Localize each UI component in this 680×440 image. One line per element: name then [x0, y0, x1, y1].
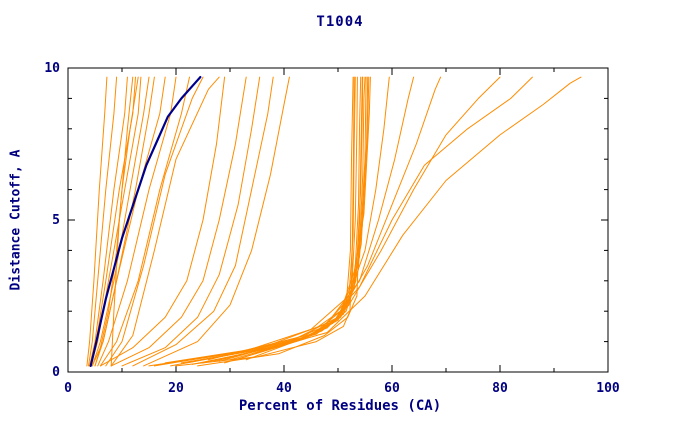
svg-text:100: 100 — [596, 381, 620, 396]
svg-text:60: 60 — [384, 381, 400, 396]
svg-text:0: 0 — [52, 365, 60, 380]
chart-title: T1004 — [316, 14, 364, 30]
svg-text:80: 80 — [492, 381, 508, 396]
x-axis-label: Percent of Residues (CA) — [238, 398, 442, 414]
svg-text:20: 20 — [168, 381, 184, 396]
svg-text:10: 10 — [44, 61, 60, 76]
svg-text:0: 0 — [64, 381, 72, 396]
svg-text:40: 40 — [276, 381, 292, 396]
svg-text:5: 5 — [52, 213, 60, 228]
